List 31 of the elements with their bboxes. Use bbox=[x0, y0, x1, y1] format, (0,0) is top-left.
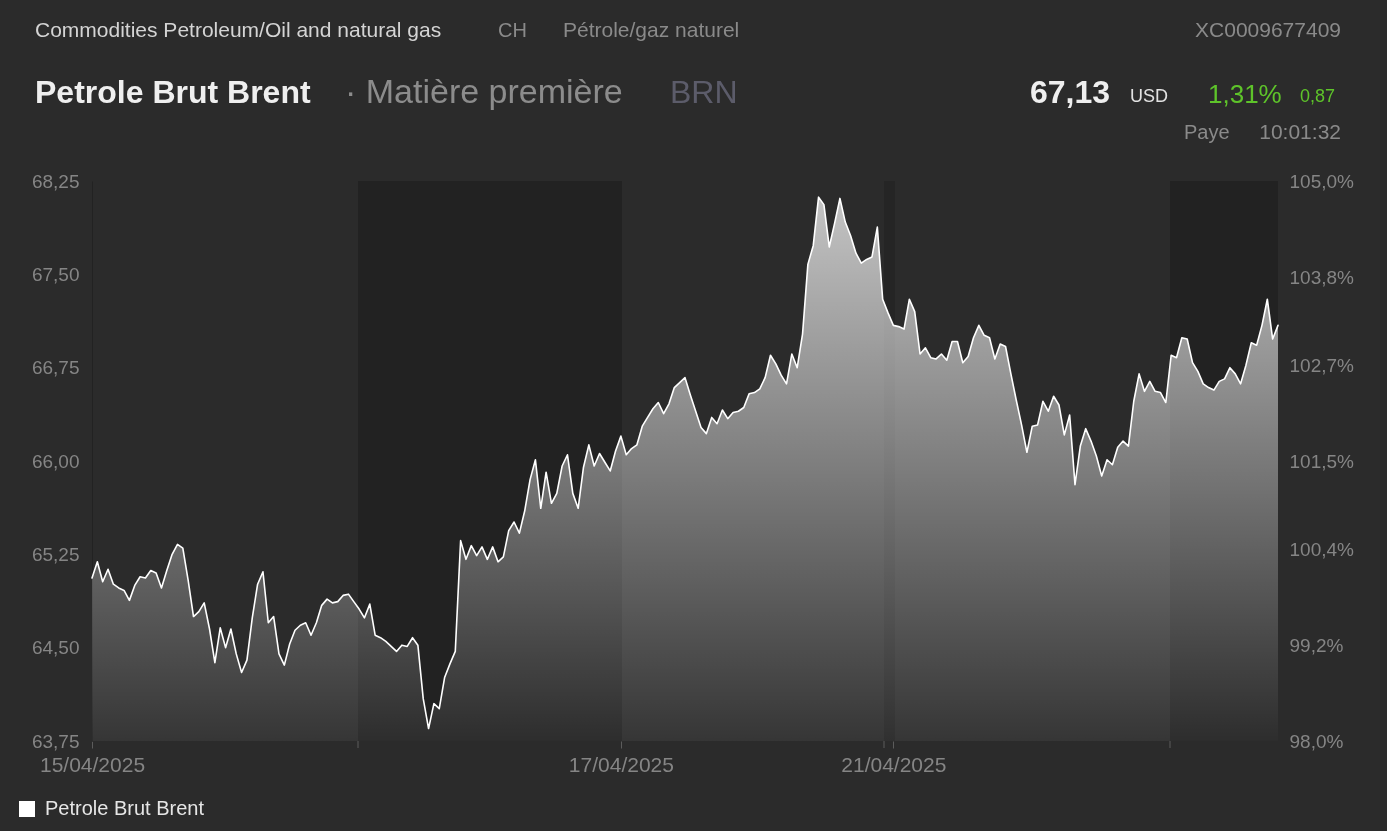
text: 10:01:32 bbox=[1259, 120, 1341, 143]
text: USD bbox=[1130, 86, 1169, 106]
y-tick-label: 65,25 bbox=[31, 543, 80, 565]
legend-label: Petrole Brut Brent bbox=[45, 797, 205, 819]
y2-tick-label: 105,0% bbox=[1289, 170, 1355, 192]
text: Pétrole/gaz naturel bbox=[563, 18, 740, 41]
text: · Matière première bbox=[345, 72, 623, 110]
text: CH bbox=[498, 19, 527, 41]
text: XC0009677409 bbox=[1195, 18, 1341, 41]
text: Commodities Petroleum/Oil and natural gas bbox=[35, 18, 442, 41]
y-tick-label: 64,50 bbox=[31, 637, 80, 659]
chart-title: Petrole Brut Brent bbox=[35, 74, 311, 110]
y-tick-label: 66,75 bbox=[31, 357, 80, 379]
text: BRN bbox=[670, 74, 738, 110]
y2-tick-label: 100,4% bbox=[1289, 538, 1355, 560]
y2-tick-label: 98,0% bbox=[1289, 730, 1344, 752]
text: 1,31% bbox=[1208, 79, 1282, 109]
x-tick-label: 17/04/2025 bbox=[568, 752, 674, 776]
x-tick-label: 21/04/2025 bbox=[841, 752, 947, 776]
y-tick-label: 66,00 bbox=[31, 450, 80, 472]
x-tick-label: 15/04/2025 bbox=[39, 752, 146, 776]
y2-tick-label: 101,5% bbox=[1289, 450, 1355, 472]
y-tick-label: 68,25 bbox=[31, 170, 80, 192]
text: 67,13 bbox=[1029, 74, 1110, 110]
y2-tick-label: 102,7% bbox=[1289, 354, 1355, 376]
y2-tick-label: 99,2% bbox=[1289, 634, 1344, 656]
text: 0,87 bbox=[1300, 86, 1336, 106]
y2-tick-label: 103,8% bbox=[1289, 266, 1355, 288]
y-tick-label: 67,50 bbox=[31, 263, 80, 285]
y-tick-label: 63,75 bbox=[31, 730, 80, 752]
text: Paye bbox=[1184, 121, 1230, 143]
